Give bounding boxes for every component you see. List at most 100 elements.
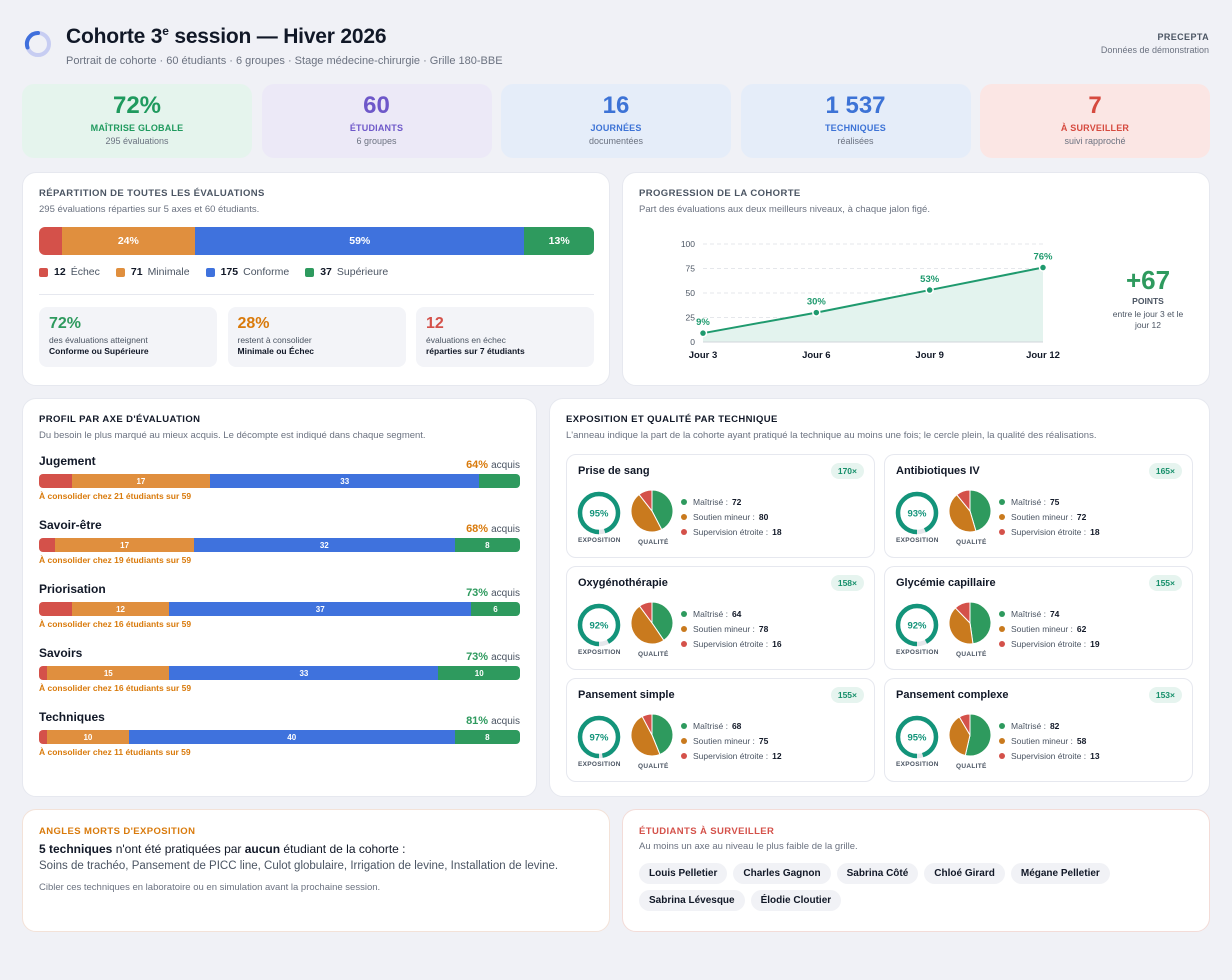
quality-count: 78	[758, 624, 769, 634]
exposure-card: EXPOSITION ET QUALITÉ PAR TECHNIQUE L'an…	[549, 398, 1210, 797]
quality-slice	[954, 601, 971, 625]
summary-value: 72%	[49, 315, 82, 332]
axis-score: 64% acquis	[466, 455, 520, 473]
quality-label: Supervision étroite :	[1011, 639, 1087, 649]
technique-count-badge: 170×	[830, 463, 864, 479]
legend-item: 37 Supérieure	[305, 266, 388, 278]
quality-legend-row: Supervision étroite :18	[681, 527, 782, 537]
quality-legend-row: Maîtrisé :74	[999, 609, 1059, 619]
legend-item: 175 Conforme	[205, 266, 289, 278]
axis-bar: 17 32 8	[39, 538, 520, 552]
watch-card: ÉTUDIANTS À SURVEILLER Au moins un axe a…	[622, 809, 1210, 932]
exposure-ring: 97%	[577, 715, 621, 759]
brand: PRECEPTA	[1157, 32, 1209, 42]
quality-dot	[999, 723, 1005, 729]
summary-bold: réparties sur 7 étudiants	[426, 346, 525, 356]
technique-name: Prise de sang	[578, 465, 650, 477]
axis-percent: 64%	[466, 459, 489, 471]
summary-value: 28%	[237, 315, 270, 332]
quality-slice	[630, 715, 661, 757]
quality-count: 75	[758, 736, 769, 746]
delta-label: POINTS	[1132, 296, 1164, 306]
axis-bar: 10 40 8	[39, 730, 520, 744]
axis-segment: 32	[193, 538, 455, 552]
quality-dot	[681, 723, 687, 729]
blind-spots-lead: 5 techniques n'ont été pratiquées par au…	[39, 842, 406, 856]
summary-bold: Minimale ou Échec	[237, 346, 315, 356]
kpi-label: MAÎTRISE GLOBALE	[90, 123, 184, 133]
student-pill[interactable]: Élodie Cloutier	[750, 890, 842, 911]
distribution-title: RÉPARTITION DE TOUTES LES ÉVALUATIONS	[39, 188, 265, 199]
quality-dot	[681, 753, 687, 759]
data-point	[812, 308, 821, 317]
kpi-label: À SURVEILLER	[1060, 123, 1130, 133]
student-pill[interactable]: Chloé Girard	[924, 863, 1005, 884]
quality-slice	[651, 713, 674, 756]
student-pill[interactable]: Louis Pelletier	[639, 863, 728, 884]
summary-tile: 72% des évaluations atteignent Conforme ou…	[39, 307, 217, 367]
page-title: Cohorte 3e session — Hiver 2026	[66, 24, 387, 48]
quality-slice	[638, 601, 653, 625]
watch-desc: Au moins un axe au niveau le plus faible…	[639, 841, 858, 852]
quality-count: 62	[1076, 624, 1087, 634]
quality-label: Soutien mineur :	[693, 624, 755, 634]
axis-warning: À consolider chez 19 étudiants sur 59	[39, 555, 192, 565]
axis-segment: 10	[438, 666, 520, 680]
data-point	[925, 285, 934, 295]
series-line	[702, 266, 1044, 335]
progression-title: PROGRESSION DE LA COHORTE	[639, 188, 801, 199]
quality-label: Maîtrisé :	[693, 497, 728, 507]
quality-label: Supervision étroite :	[693, 639, 769, 649]
exposure-caption: EXPOSITION	[578, 537, 621, 544]
kpi-card: 1 537 TECHNIQUES réalisées	[740, 84, 971, 158]
quality-dot	[681, 529, 687, 535]
axis-name: Savoir-être	[39, 518, 102, 532]
quality-dot	[999, 499, 1005, 505]
student-pill[interactable]: Sabrina Côté	[836, 863, 919, 884]
delta-value: +67	[1125, 265, 1171, 295]
quality-legend-row: Soutien mineur :62	[999, 624, 1086, 634]
axis-score: 73% acquis	[466, 583, 520, 601]
axis-segment: 40	[128, 730, 455, 744]
exposure-ring: 92%	[577, 603, 621, 647]
kpi-label: JOURNÉES	[590, 123, 642, 133]
summary-tile: 28% restent à consolider Minimale ou Échec	[227, 307, 406, 367]
quality-label: Supervision étroite :	[693, 527, 769, 537]
exposure-percent: 97%	[589, 733, 609, 744]
quality-pie	[948, 601, 992, 645]
quality-dot	[999, 529, 1005, 535]
axis-acquis-label: acquis	[491, 588, 520, 599]
axis-percent: 73%	[466, 651, 489, 663]
quality-slice	[638, 489, 653, 513]
kpi-card: 72% MAÎTRISE GLOBALE 295 évaluations	[22, 84, 252, 158]
y-tick-label: 0	[690, 337, 695, 347]
axis-segment	[39, 602, 72, 616]
axis-segment: 8	[454, 730, 520, 744]
data-point	[1038, 263, 1048, 272]
summary-desc: restent à consolider	[237, 335, 312, 345]
quality-label: Maîtrisé :	[1011, 609, 1046, 619]
kpi-value: 1 537	[825, 92, 886, 119]
quality-slice	[630, 493, 663, 533]
axis-segment	[39, 666, 48, 680]
legend-count: 12	[54, 266, 66, 278]
axis-segment	[39, 730, 48, 744]
quality-dot	[681, 738, 687, 744]
quality-label: Maîtrisé :	[693, 721, 728, 731]
summary-desc: évaluations en échec	[426, 335, 506, 345]
ring-fill	[577, 603, 621, 647]
exposure-percent: 95%	[907, 733, 927, 744]
axis-name: Priorisation	[39, 582, 106, 596]
quality-legend-row: Supervision étroite :19	[999, 639, 1100, 649]
axis-acquis-label: acquis	[491, 652, 520, 663]
quality-count: 80	[758, 512, 769, 522]
student-pill[interactable]: Mégane Pelletier	[1010, 863, 1110, 884]
area-fill	[703, 267, 1043, 342]
student-pill[interactable]: Charles Gagnon	[733, 863, 831, 884]
progression-chart: 0 25 50 75 100 9% Jour 3 30% Jour 6 53% Jour 9 76% J…	[681, 239, 1060, 361]
progression-card: PROGRESSION DE LA COHORTE Part des évalu…	[622, 172, 1210, 386]
student-pill[interactable]: Sabrina Lévesque	[639, 890, 745, 911]
quality-label: Supervision étroite :	[1011, 527, 1087, 537]
exposure-caption: EXPOSITION	[896, 537, 939, 544]
quality-legend-row: Maîtrisé :82	[999, 721, 1059, 731]
